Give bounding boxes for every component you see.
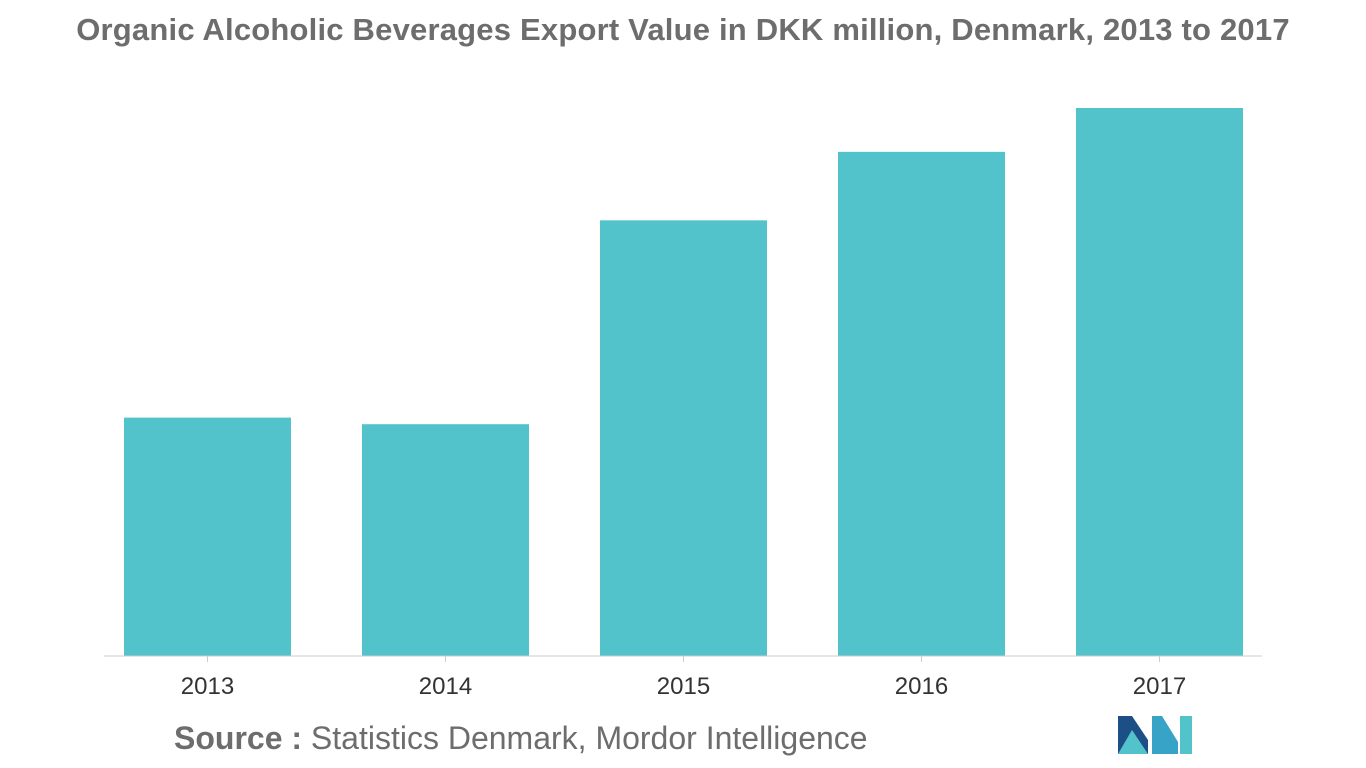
- bars-group: [124, 108, 1243, 656]
- bar-2016: [838, 151, 1005, 656]
- bar-2015: [600, 220, 767, 656]
- bar-2017: [1076, 108, 1243, 656]
- source-note: Source : Statistics Denmark, Mordor Inte…: [174, 720, 868, 757]
- x-tick-label-2016: 2016: [895, 673, 948, 700]
- source-text: Statistics Denmark, Mordor Intelligence: [302, 720, 868, 756]
- bar-2014: [362, 424, 529, 656]
- x-tick-label-2017: 2017: [1133, 673, 1186, 700]
- source-label: Source :: [174, 720, 303, 756]
- x-tick-label-2014: 2014: [419, 673, 472, 700]
- chart-title: Organic Alcoholic Beverages Export Value…: [76, 12, 1290, 47]
- bar-chart: 2013 2014 2015 2016 2017: [104, 108, 1262, 700]
- x-tick-label-2013: 2013: [181, 673, 234, 700]
- mordor-intelligence-logo-icon: [1118, 716, 1192, 754]
- bar-2013: [124, 417, 291, 656]
- x-axis-ticks: 2013 2014 2015 2016 2017: [181, 656, 1186, 700]
- x-tick-label-2015: 2015: [657, 673, 710, 700]
